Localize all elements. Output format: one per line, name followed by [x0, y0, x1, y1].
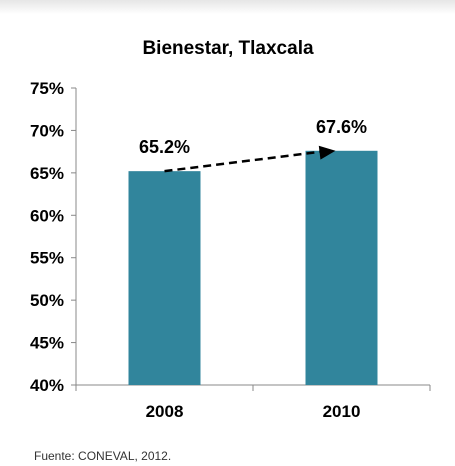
data-label: 67.6%: [316, 117, 367, 137]
y-tick-label: 45%: [30, 334, 64, 353]
x-tick-label: 2008: [146, 402, 184, 421]
bar-2010: [305, 150, 378, 385]
top-shadow: [0, 0, 455, 14]
data-labels: 65.2% 67.6%: [139, 117, 367, 157]
source-note: Fuente: CONEVAL, 2012.: [34, 449, 172, 463]
y-tick-label: 70%: [30, 121, 64, 140]
arrow-head: [318, 145, 336, 160]
x-tick-label: 2010: [323, 402, 361, 421]
trend-arrow: [164, 145, 336, 173]
arrow-line: [164, 150, 324, 173]
y-tick-label: 55%: [30, 249, 64, 268]
x-axis: 2008 2010: [75, 384, 431, 421]
chart-title: Bienestar, Tlaxcala: [142, 38, 314, 59]
bars: [128, 150, 378, 385]
y-tick-label: 40%: [30, 376, 64, 395]
y-tick-label: 60%: [30, 206, 64, 225]
data-label: 65.2%: [139, 137, 190, 157]
y-axis: 40% 45% 50% 55% 60% 65% 70% 75%: [30, 79, 77, 395]
y-tick-label: 75%: [30, 79, 64, 98]
bar-2008: [128, 171, 201, 385]
y-tick-label: 65%: [30, 164, 64, 183]
y-tick-label: 50%: [30, 291, 64, 310]
